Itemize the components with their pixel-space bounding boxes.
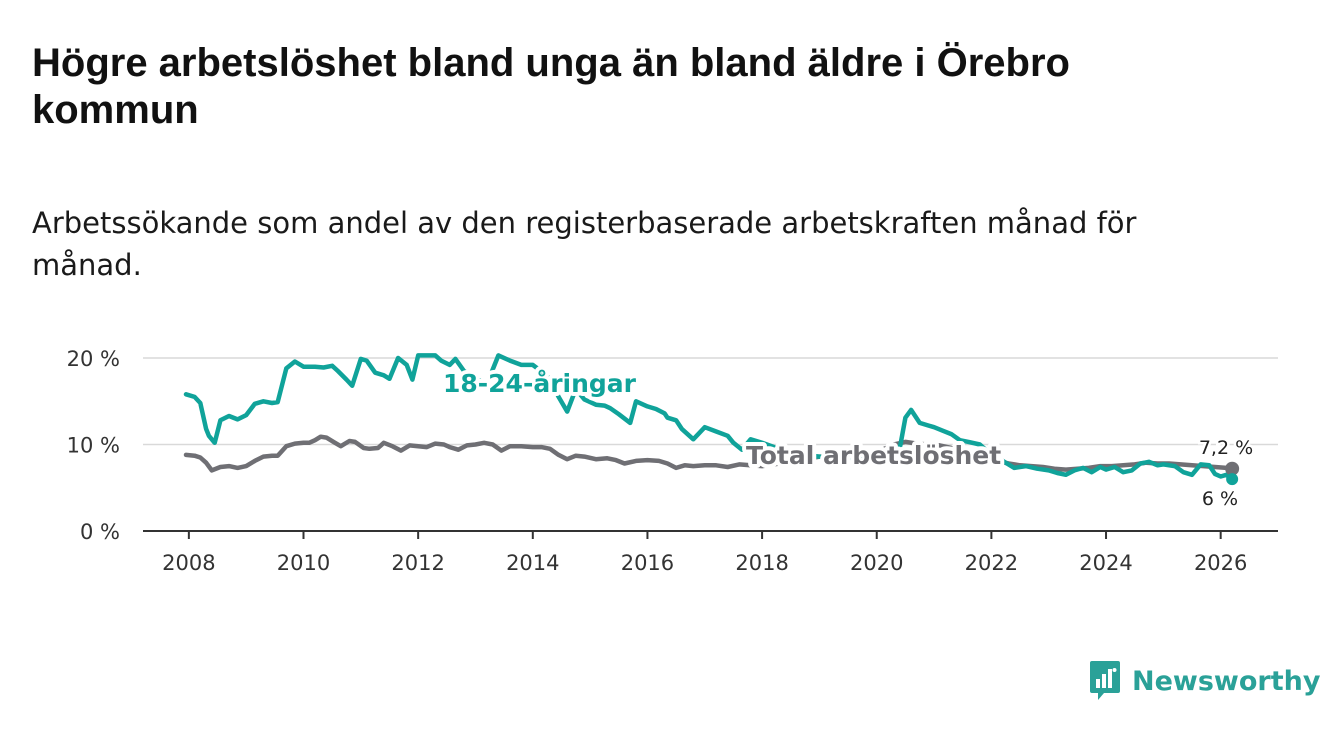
- line-chart: 0 % 10 % 20 % 2008 2010 2012 2014 2016 2018 2020 2…: [67, 347, 1278, 575]
- series-end-point-youth: [1226, 473, 1239, 486]
- x-tick-label: 2014: [506, 551, 559, 575]
- series-line-youth: [183, 353, 1235, 482]
- end-value-label-youth: 6 %: [1202, 488, 1238, 510]
- series-line-total: [183, 434, 1235, 473]
- chart-title: Högre arbetslöshet bland unga än bland ä…: [32, 41, 1070, 132]
- series-end-point-total: [1225, 461, 1240, 476]
- y-tick-label: 20 %: [67, 347, 120, 371]
- x-tick-label: 2012: [391, 551, 444, 575]
- x-tick-label: 2020: [850, 551, 903, 575]
- series-label-youth: 18-24-åringar: [443, 369, 637, 398]
- brand-name: Newsworthy: [1132, 665, 1321, 697]
- x-tick-label: 2008: [162, 551, 215, 575]
- x-tick-label: 2026: [1194, 551, 1247, 575]
- bar-chart-icon: [1090, 661, 1120, 700]
- brand-logo: Newsworthy: [1088, 660, 1320, 702]
- end-value-label-total: 7,2 %: [1199, 437, 1253, 459]
- x-tick-label: 2010: [277, 551, 330, 575]
- y-tick-label: 0 %: [80, 520, 120, 544]
- x-tick-label: 2024: [1079, 551, 1132, 575]
- series-label-total: Total arbetslöshet: [746, 441, 1001, 470]
- chart-subtitle: Arbetssökande som andel av den registerb…: [32, 206, 1137, 282]
- x-tick-label: 2018: [735, 551, 788, 575]
- x-tick-label: 2016: [621, 551, 674, 575]
- x-tick-label: 2022: [965, 551, 1018, 575]
- y-tick-label: 10 %: [67, 434, 120, 458]
